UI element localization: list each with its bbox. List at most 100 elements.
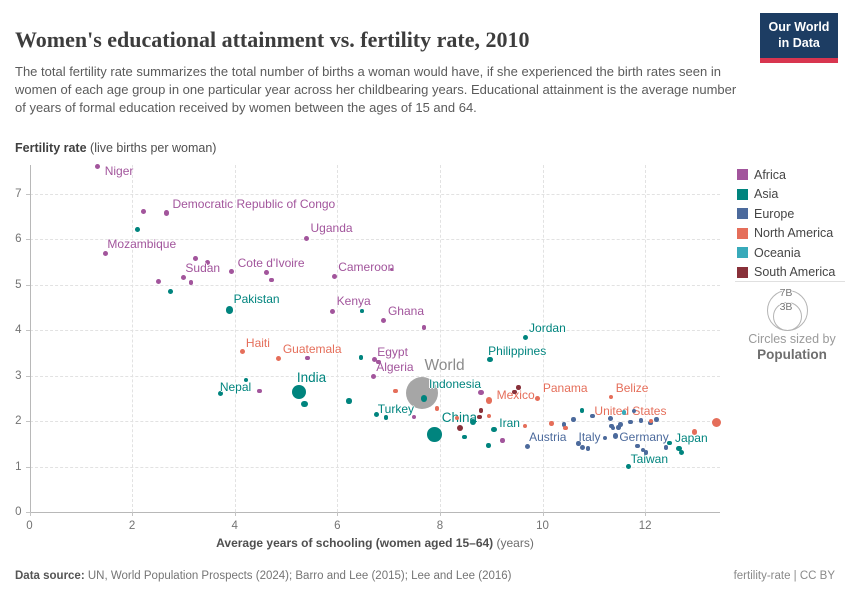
data-point[interactable] (434, 406, 440, 411)
data-point[interactable] (454, 416, 460, 421)
data-point-iran[interactable] (491, 426, 498, 433)
data-point[interactable] (609, 423, 615, 429)
data-point[interactable] (243, 377, 249, 383)
data-point[interactable] (654, 417, 659, 422)
data-point[interactable] (301, 400, 308, 407)
data-point[interactable] (412, 414, 417, 420)
legend-item-oceania[interactable]: Oceania (737, 243, 849, 263)
license-link[interactable]: fertility-rate | CC BY (733, 570, 835, 582)
data-point[interactable] (358, 355, 364, 361)
owid-logo[interactable]: Our World in Data (760, 13, 838, 64)
data-point-italy[interactable] (580, 445, 585, 451)
legend-item-asia[interactable]: Asia (737, 185, 849, 205)
data-point[interactable] (486, 413, 492, 419)
data-point-niger[interactable] (95, 163, 101, 169)
data-point[interactable] (607, 416, 613, 422)
data-point[interactable] (579, 408, 585, 413)
data-point[interactable] (392, 388, 398, 394)
data-point[interactable] (192, 256, 198, 261)
data-point[interactable] (691, 429, 698, 435)
data-point-philippines[interactable] (487, 356, 494, 363)
data-point-haiti[interactable] (240, 348, 246, 354)
data-point[interactable] (269, 277, 274, 283)
data-point[interactable] (649, 418, 654, 424)
data-point[interactable] (141, 209, 147, 215)
data-point[interactable] (643, 450, 649, 455)
data-point[interactable] (638, 418, 644, 423)
data-point[interactable] (421, 325, 427, 331)
legend-item-africa[interactable]: Africa (737, 165, 849, 185)
data-point[interactable] (616, 425, 621, 430)
data-point[interactable] (679, 450, 685, 456)
data-point[interactable] (360, 309, 364, 313)
data-point[interactable] (168, 289, 173, 295)
data-point[interactable] (627, 419, 633, 425)
data-point[interactable] (376, 360, 381, 365)
data-point-china[interactable] (427, 426, 443, 442)
data-point[interactable] (516, 385, 521, 391)
legend-item-south-america[interactable]: South America (737, 263, 849, 283)
data-point[interactable] (346, 398, 352, 404)
data-point[interactable] (563, 425, 568, 431)
data-point-algeria[interactable] (370, 373, 376, 379)
data-point-india[interactable] (291, 385, 306, 400)
data-point-egypt[interactable] (371, 356, 377, 363)
data-point-indonesia[interactable] (420, 395, 428, 402)
legend-item-europe[interactable]: Europe (737, 204, 849, 224)
data-point[interactable] (462, 434, 467, 440)
data-point[interactable] (522, 423, 528, 429)
data-point-jordan[interactable] (522, 334, 528, 340)
data-point[interactable] (204, 259, 211, 266)
data-point-kenya[interactable] (330, 308, 336, 314)
data-point-cote-d-ivoire[interactable] (229, 269, 235, 275)
data-point-taiwan[interactable] (626, 464, 632, 469)
data-point[interactable] (631, 408, 637, 414)
data-point-united-states[interactable] (711, 418, 721, 428)
data-point[interactable] (486, 443, 491, 448)
data-point[interactable] (500, 438, 505, 443)
data-point-nepal[interactable] (218, 391, 224, 397)
data-point-cameroon[interactable] (331, 274, 337, 280)
data-point[interactable] (389, 267, 394, 272)
data-point[interactable] (155, 278, 161, 284)
data-point-austria[interactable] (524, 443, 530, 449)
data-point[interactable] (511, 389, 517, 395)
data-point[interactable] (383, 415, 389, 420)
data-point[interactable] (264, 270, 269, 276)
data-point-turkey[interactable] (374, 412, 380, 418)
data-point[interactable] (478, 408, 484, 413)
data-point-world[interactable] (406, 376, 439, 409)
data-point[interactable] (470, 419, 477, 426)
data-point[interactable] (640, 447, 646, 453)
data-point[interactable] (477, 414, 482, 420)
data-point-belize[interactable] (608, 394, 613, 400)
data-point[interactable] (305, 356, 310, 361)
data-point-panama[interactable] (535, 396, 541, 402)
data-point[interactable] (610, 426, 615, 431)
data-point[interactable] (635, 443, 640, 449)
data-point-uganda[interactable] (304, 236, 310, 242)
data-point[interactable] (570, 417, 576, 422)
data-point[interactable] (456, 424, 464, 432)
legend-item-north-america[interactable]: North America (737, 224, 849, 244)
data-point-japan[interactable] (676, 445, 682, 452)
data-point[interactable] (602, 435, 608, 441)
data-point-mozambique[interactable] (102, 251, 108, 257)
data-point[interactable] (618, 422, 623, 427)
data-point[interactable] (549, 421, 555, 427)
data-point[interactable] (257, 388, 262, 394)
data-point-mexico[interactable] (485, 397, 492, 404)
data-point-pakistan[interactable] (225, 306, 234, 314)
data-point[interactable] (666, 440, 672, 446)
data-point-guatemala[interactable] (276, 355, 282, 361)
data-point[interactable] (663, 445, 669, 450)
data-point-ghana[interactable] (381, 317, 387, 323)
data-point[interactable] (188, 279, 194, 285)
data-point[interactable] (590, 413, 596, 419)
data-point[interactable] (576, 441, 581, 447)
data-point-germany[interactable] (612, 433, 619, 439)
data-point[interactable] (561, 422, 567, 428)
data-point-democratic-republic-of-congo[interactable] (163, 210, 170, 216)
data-point-sudan[interactable] (180, 275, 186, 281)
data-point[interactable] (585, 446, 591, 452)
